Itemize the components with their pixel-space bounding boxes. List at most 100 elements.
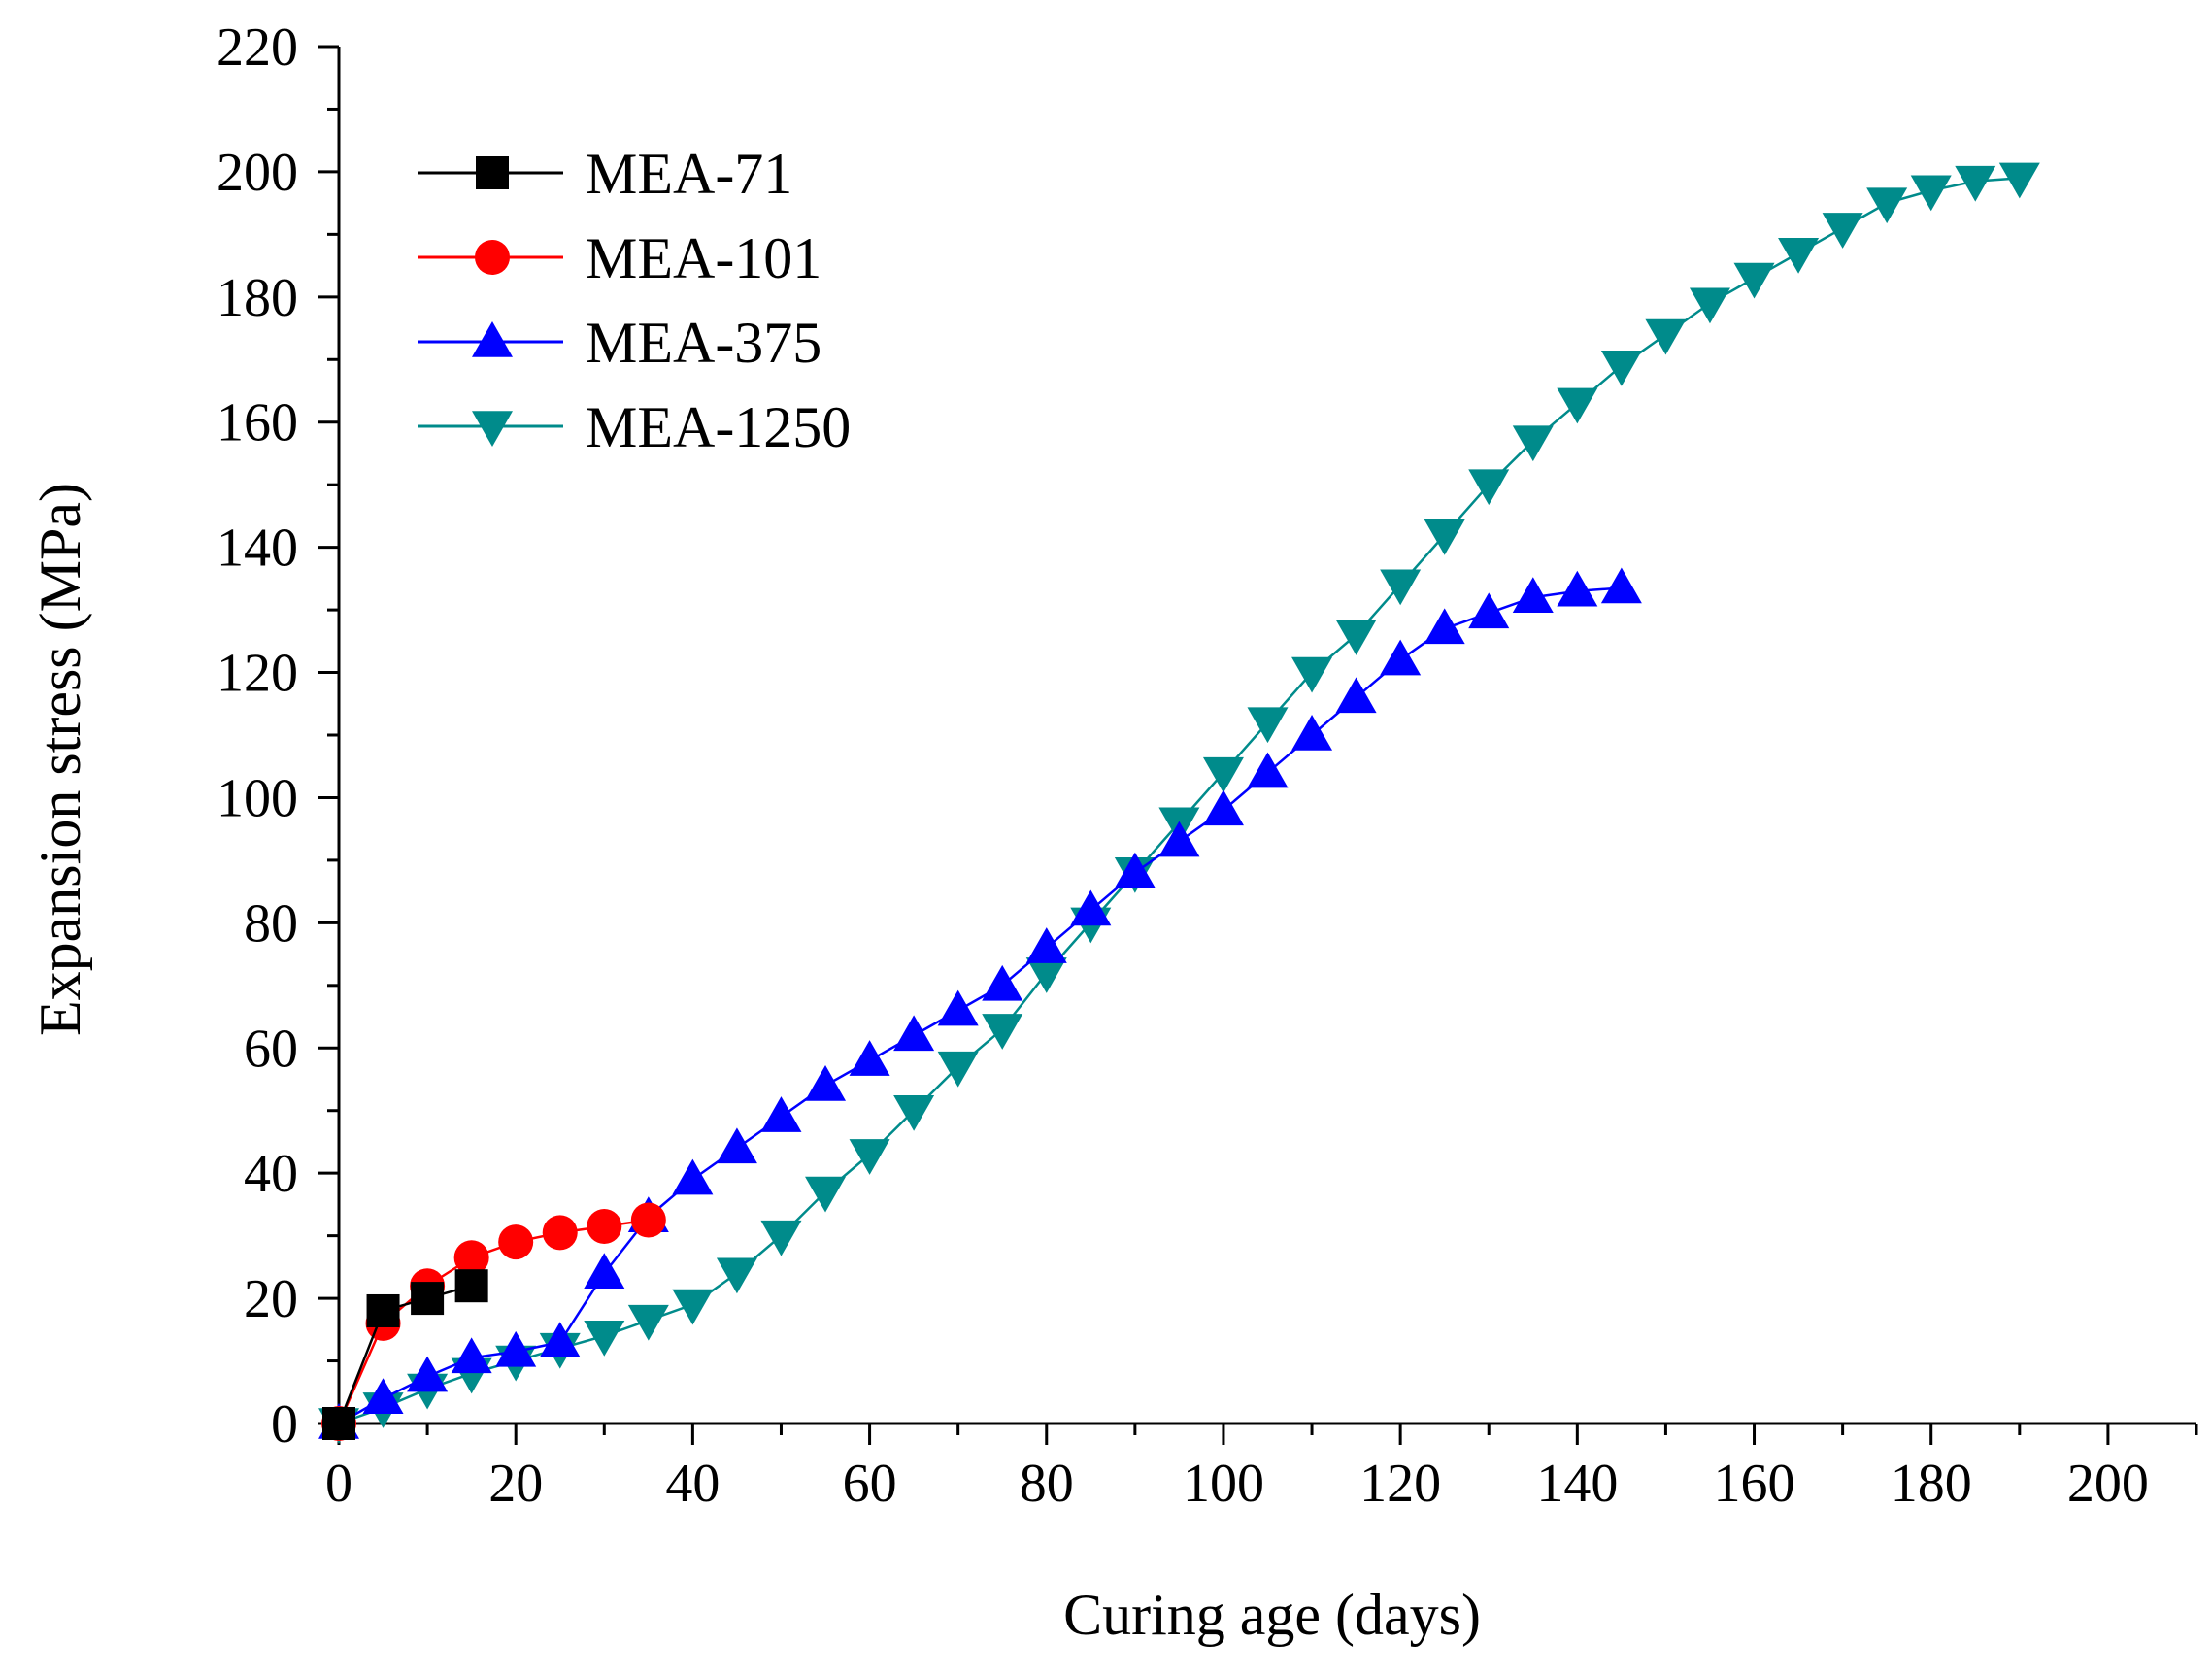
data-point-mea-71: [366, 1293, 400, 1327]
data-point-mea-1250: [1512, 425, 1554, 462]
x-tick-label: 20: [488, 1454, 543, 1514]
y-tick-label: 140: [217, 519, 298, 579]
data-point-mea-1250: [584, 1321, 625, 1357]
data-point-mea-1250: [937, 1051, 979, 1088]
data-point-mea-1250: [716, 1257, 757, 1294]
data-point-mea-375: [849, 1040, 890, 1076]
data-point-mea-1250: [849, 1139, 890, 1175]
data-point-mea-375: [1557, 570, 1598, 607]
legend-marker-mea-1250: [472, 411, 513, 447]
data-point-mea-1250: [760, 1220, 802, 1256]
data-point-mea-101: [453, 1240, 489, 1276]
data-point-mea-375: [1424, 608, 1465, 645]
data-point-mea-375: [539, 1322, 581, 1357]
y-tick-label: 60: [244, 1019, 298, 1079]
series-mea-1250: [318, 162, 2040, 1444]
y-tick-label: 120: [217, 644, 298, 704]
data-point-mea-1250: [1557, 387, 1598, 424]
data-point-mea-101: [542, 1215, 578, 1251]
legend-label-mea-1250: MEA-1250: [586, 395, 851, 459]
data-point-mea-375: [451, 1337, 492, 1374]
legend: MEA-71 MEA-101 MEA-375 MEA-1250: [418, 142, 851, 459]
x-tick-label: 80: [1020, 1454, 1074, 1514]
y-tick-label: 40: [244, 1144, 298, 1204]
data-point-mea-375: [672, 1158, 714, 1195]
legend-marker-mea-375: [472, 321, 513, 357]
series-line-mea-375: [338, 586, 1622, 1425]
data-point-mea-375: [716, 1127, 757, 1164]
data-point-mea-101: [587, 1208, 622, 1244]
data-point-mea-375: [805, 1064, 847, 1101]
data-point-mea-375: [495, 1330, 537, 1367]
data-point-mea-1250: [805, 1176, 847, 1213]
legend-item-mea-1250: MEA-1250: [418, 395, 851, 459]
x-tick-label: 100: [1183, 1454, 1264, 1514]
data-point-mea-375: [1025, 927, 1067, 963]
data-point-mea-101: [498, 1224, 534, 1260]
y-tick-label: 20: [244, 1269, 298, 1329]
data-point-mea-375: [1380, 639, 1422, 676]
data-point-mea-1250: [1778, 237, 1820, 274]
data-point-mea-1250: [1247, 707, 1289, 744]
legend-item-mea-101: MEA-101: [418, 226, 821, 290]
data-point-mea-375: [1468, 592, 1510, 629]
data-point-mea-1250: [1955, 165, 1996, 202]
data-point-mea-1250: [1822, 213, 1863, 249]
data-point-mea-71: [411, 1282, 445, 1316]
series-mea-71: [322, 1269, 488, 1440]
data-point-mea-375: [1335, 677, 1377, 714]
data-point-mea-1250: [1335, 620, 1377, 655]
y-tick-label: 180: [217, 268, 298, 328]
data-point-mea-1250: [1866, 187, 1908, 224]
data-point-mea-1250: [1998, 162, 2040, 199]
data-point-mea-101: [630, 1202, 666, 1238]
ticks: 0 20 40 60 80 100 120 140 160 180 200 0 20 40 60 80 100 1…: [217, 17, 2198, 1514]
data-point-mea-375: [1158, 821, 1200, 857]
legend-marker-mea-101: [475, 240, 510, 275]
data-point-mea-375: [760, 1096, 802, 1132]
data-point-mea-375: [1202, 789, 1244, 826]
y-tick-label: 200: [217, 143, 298, 203]
data-point-mea-375: [362, 1378, 404, 1414]
series-layer: [318, 162, 2040, 1444]
x-tick-label: 140: [1536, 1454, 1618, 1514]
y-tick-label: 100: [217, 768, 298, 828]
series-line-mea-71: [337, 1284, 472, 1424]
data-point-mea-1250: [1733, 262, 1775, 299]
legend-item-mea-71: MEA-71: [418, 142, 792, 206]
data-point-mea-1250: [1910, 175, 1952, 212]
legend-label-mea-101: MEA-101: [586, 226, 821, 290]
legend-marker-mea-71: [476, 156, 509, 189]
data-point-mea-375: [893, 1015, 935, 1052]
data-point-mea-1250: [1645, 318, 1687, 355]
data-point-mea-375: [1512, 577, 1554, 613]
data-point-mea-1250: [1689, 287, 1730, 324]
legend-label-mea-375: MEA-375: [586, 311, 821, 375]
data-point-mea-1250: [1291, 656, 1333, 693]
data-point-mea-375: [407, 1356, 449, 1392]
x-tick-label: 0: [325, 1454, 352, 1514]
series-mea-375: [318, 567, 1642, 1439]
y-tick-label: 0: [271, 1394, 298, 1455]
y-tick-label: 220: [217, 17, 298, 78]
legend-item-mea-375: MEA-375: [418, 311, 821, 375]
y-tick-label: 80: [244, 893, 298, 954]
data-point-mea-71: [454, 1269, 488, 1303]
data-point-mea-375: [1247, 752, 1289, 788]
data-point-mea-375: [937, 989, 979, 1026]
x-tick-label: 200: [2067, 1454, 2149, 1514]
x-tick-label: 180: [1891, 1454, 1972, 1514]
y-axis-title: Expansion stress (MPa): [28, 483, 92, 1036]
data-point-mea-375: [1114, 852, 1156, 888]
data-point-mea-1250: [672, 1289, 714, 1325]
data-point-mea-1250: [1468, 469, 1510, 506]
x-tick-label: 160: [1714, 1454, 1795, 1514]
x-tick-label: 60: [843, 1454, 897, 1514]
x-tick-label: 120: [1359, 1454, 1441, 1514]
data-point-mea-1250: [627, 1304, 669, 1341]
data-point-mea-375: [1291, 715, 1333, 751]
data-point-mea-1250: [1600, 350, 1642, 386]
data-point-mea-1250: [1380, 569, 1422, 606]
